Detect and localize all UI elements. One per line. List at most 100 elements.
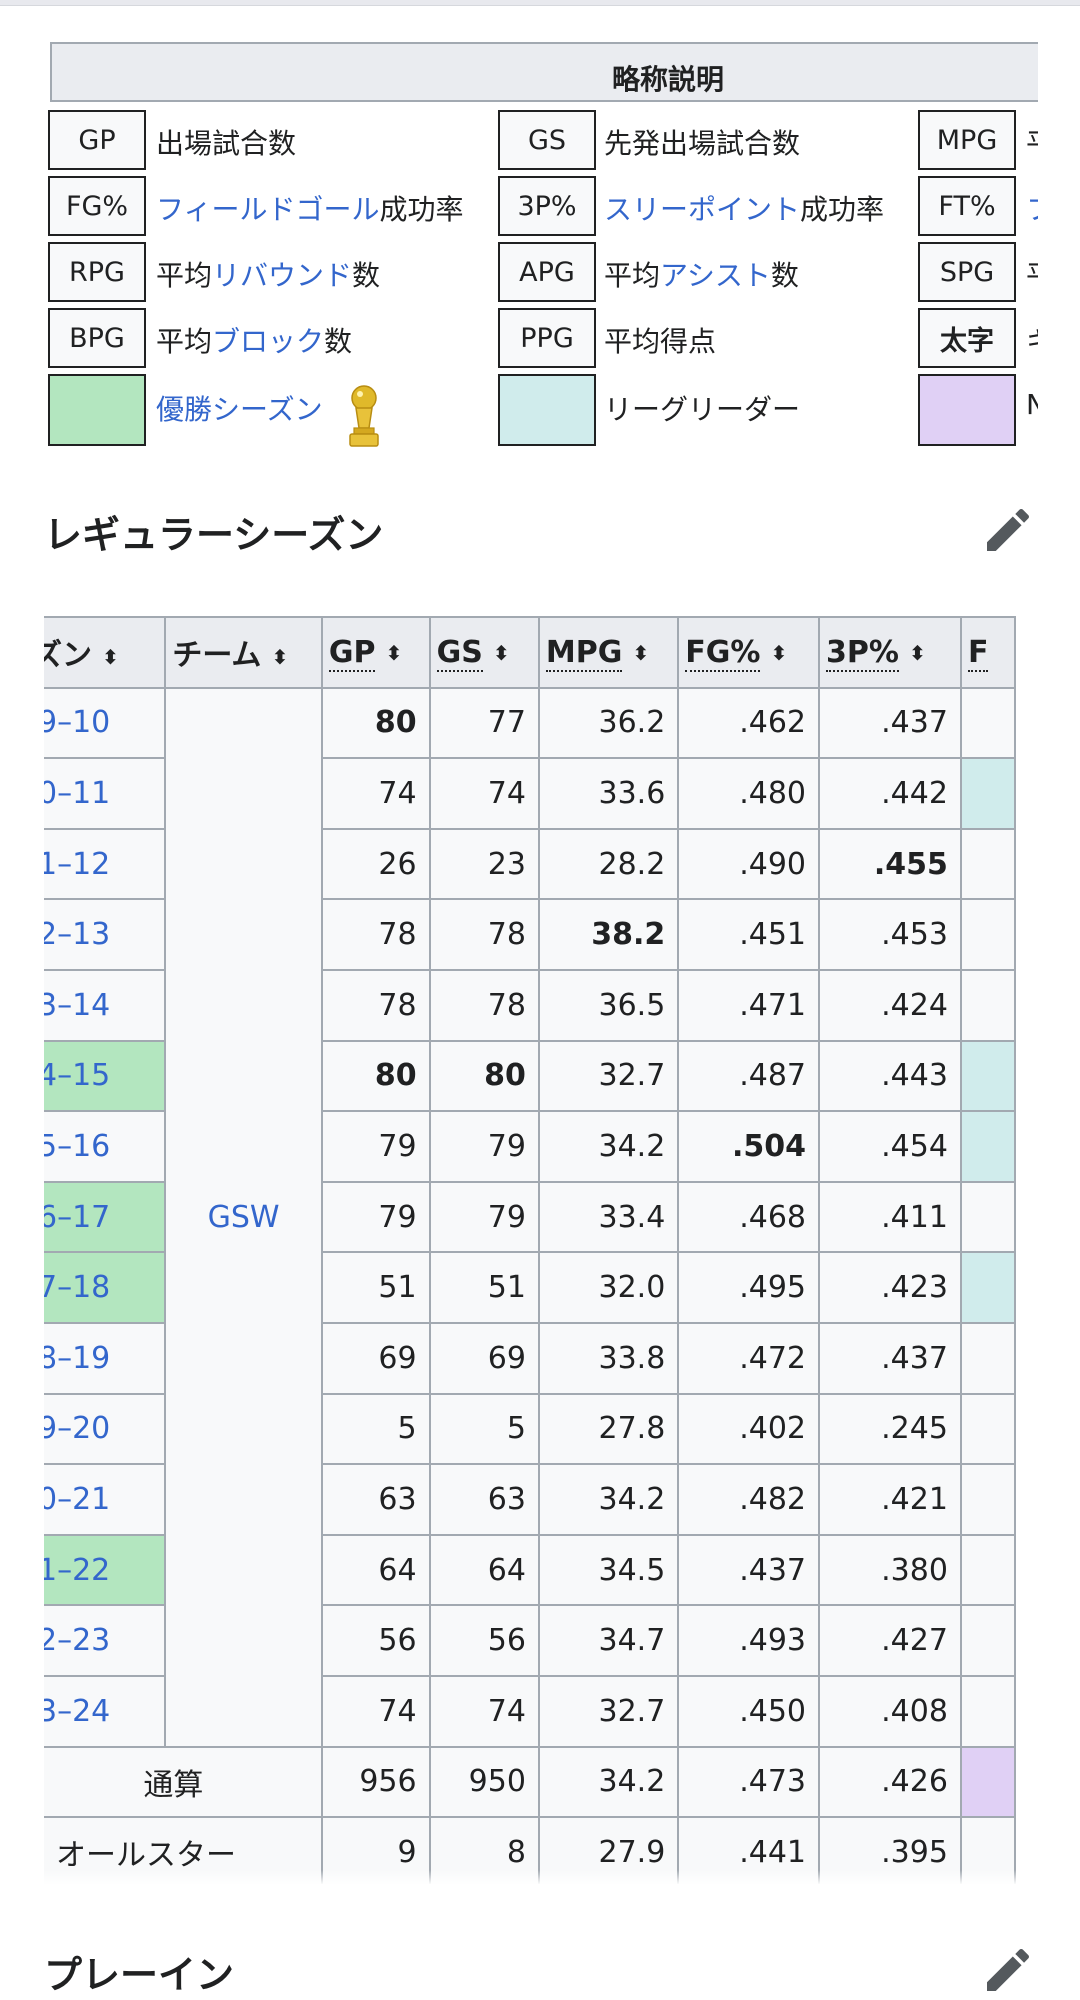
table-row: 9–10 GSW 80 77 36.2 .462 .437 [44, 686, 1017, 1748]
cell-3p: .443 [818, 1039, 962, 1113]
sort-icon[interactable]: ⬍ [102, 644, 119, 669]
section-title-regular-season: レギュラーシーズン [44, 513, 384, 557]
cell-gs: 64 [428, 1533, 540, 1607]
field-goal-link[interactable]: フィールドゴール [156, 193, 380, 226]
block-link[interactable]: ブロック [212, 325, 325, 358]
total-row: 通算 956 950 34.2 .473 .426 [44, 1745, 1017, 1819]
season-link[interactable]: 5–16 [44, 1110, 167, 1183]
cell-gp: 79 [320, 1180, 431, 1254]
cell-gp: 79 [320, 1110, 431, 1183]
legend-header: 略称説明 [50, 42, 1038, 102]
cell-gp: 80 [320, 1039, 431, 1113]
three-point-link[interactable]: スリーポイント [604, 193, 801, 226]
legend-abbr: BPG [48, 308, 146, 368]
cell-mpg: 34.2 [537, 1745, 680, 1819]
season-link[interactable]: 6–17 [44, 1180, 167, 1254]
header-team[interactable]: チーム ⬍ [164, 616, 323, 689]
header-gs[interactable]: GS ⬍ [428, 616, 540, 689]
legend-desc: N [1026, 388, 1038, 421]
cell-gp: 956 [320, 1745, 431, 1819]
season-link[interactable]: 8–19 [44, 1321, 167, 1395]
cell-gp: 74 [320, 757, 431, 830]
season-link[interactable]: 9–20 [44, 1392, 167, 1466]
season-link[interactable]: 1–12 [44, 827, 167, 901]
cell-gp: 56 [320, 1604, 431, 1677]
legend-abbr: SPG [918, 242, 1016, 302]
sort-icon[interactable]: ⬍ [770, 641, 788, 666]
cell-fg: .495 [677, 1251, 821, 1324]
season-link[interactable]: 2–13 [44, 898, 167, 971]
cell-gs: 69 [428, 1321, 540, 1395]
season-link[interactable]: 4–15 [44, 1039, 167, 1113]
sort-icon[interactable]: ⬍ [271, 644, 289, 669]
cell-ft [959, 827, 1017, 901]
rebound-link[interactable]: リバウンド [212, 259, 353, 292]
cell-ft [959, 1463, 1017, 1536]
sort-icon[interactable]: ⬍ [632, 641, 650, 666]
free-throw-link[interactable]: フ [1026, 193, 1038, 226]
sort-icon[interactable]: ⬍ [908, 641, 926, 666]
table-row: 8–19 69 69 33.8 .472 .437 [44, 1321, 1017, 1395]
cell-fg: .450 [677, 1674, 821, 1748]
season-link[interactable]: 9–10 [44, 686, 167, 760]
season-link[interactable]: 1–22 [44, 1533, 167, 1607]
legend-abbr: FT% [918, 176, 1016, 236]
table-row: 9–20 5 5 27.8 .402 .245 [44, 1392, 1017, 1466]
season-link[interactable]: 3–24 [44, 1674, 167, 1748]
header-3p[interactable]: 3P% ⬍ [818, 616, 962, 689]
cell-ft [959, 1251, 1017, 1324]
legend-desc: 平均アシスト数 [604, 259, 799, 292]
cell-ft [959, 1745, 1017, 1819]
header-ft[interactable]: F [959, 616, 1017, 689]
cell-fg: .462 [677, 686, 821, 760]
cell-ft [959, 1110, 1017, 1183]
legend-desc: 平 [1026, 122, 1038, 162]
table-row: 0–21 63 63 34.2 .482 .421 [44, 1463, 1017, 1536]
assist-link[interactable]: アシスト [660, 259, 771, 292]
season-link[interactable]: 0–21 [44, 1463, 167, 1536]
sort-icon[interactable]: ⬍ [492, 641, 510, 666]
cell-mpg: 34.2 [537, 1463, 680, 1536]
cell-3p: .245 [818, 1392, 962, 1466]
cell-ft [959, 1039, 1017, 1113]
regular-season-table-scroll[interactable]: ズン⬍ チーム⬍ GP⬍ GS⬍ MPG⬍ FG%⬍ 3P%⬍ F 9–10 G… [44, 616, 1036, 1884]
cell-gp: 26 [320, 827, 431, 901]
legend-desc: リーグリーダー [604, 393, 801, 426]
champion-season-link[interactable]: 優勝シーズン [156, 393, 323, 426]
cell-mpg: 34.5 [537, 1533, 680, 1607]
table-header-row: ズン⬍ チーム⬍ GP⬍ GS⬍ MPG⬍ FG%⬍ 3P%⬍ F [44, 616, 1017, 689]
trophy-icon [349, 385, 379, 447]
cell-fg: .437 [677, 1533, 821, 1607]
cell-3p: .380 [818, 1533, 962, 1607]
legend-desc: 優勝シーズン [156, 388, 323, 428]
cell-fg: .504 [677, 1110, 821, 1183]
header-fg[interactable]: FG% ⬍ [677, 616, 821, 689]
edit-pencil-icon[interactable] [980, 1942, 1036, 1998]
legend-abbr: GP [48, 110, 146, 170]
cell-mpg: 34.2 [537, 1110, 680, 1183]
sort-icon[interactable]: ⬍ [385, 641, 403, 666]
season-link[interactable]: 0–11 [44, 757, 167, 830]
cell-mpg: 38.2 [537, 898, 680, 971]
season-link[interactable]: 7–18 [44, 1251, 167, 1324]
edit-pencil-icon[interactable] [980, 502, 1036, 558]
cell-gp: 78 [320, 898, 431, 971]
cell-3p: .453 [818, 898, 962, 971]
cell-fg: .482 [677, 1463, 821, 1536]
header-mpg[interactable]: MPG ⬍ [537, 616, 680, 689]
cell-3p: .423 [818, 1251, 962, 1324]
season-link[interactable]: 3–14 [44, 968, 167, 1042]
cell-mpg: 32.7 [537, 1674, 680, 1748]
legend-row: BPG 平均ブロック数 PPG 平均得点 太字 キ [48, 308, 1038, 372]
header-gp[interactable]: GP ⬍ [320, 616, 431, 689]
season-link[interactable]: 2–23 [44, 1604, 167, 1677]
header-season[interactable]: ズン⬍ [44, 616, 167, 689]
team-link[interactable]: GSW [164, 686, 323, 1748]
table-row: 7–18 51 51 32.0 .495 .423 [44, 1251, 1017, 1324]
cell-gs: 63 [428, 1463, 540, 1536]
champion-color-swatch [48, 374, 146, 446]
legend-desc: キ [1026, 320, 1038, 360]
cell-ft [959, 898, 1017, 971]
cell-3p: .437 [818, 1321, 962, 1395]
total-label: 通算 [44, 1745, 323, 1819]
